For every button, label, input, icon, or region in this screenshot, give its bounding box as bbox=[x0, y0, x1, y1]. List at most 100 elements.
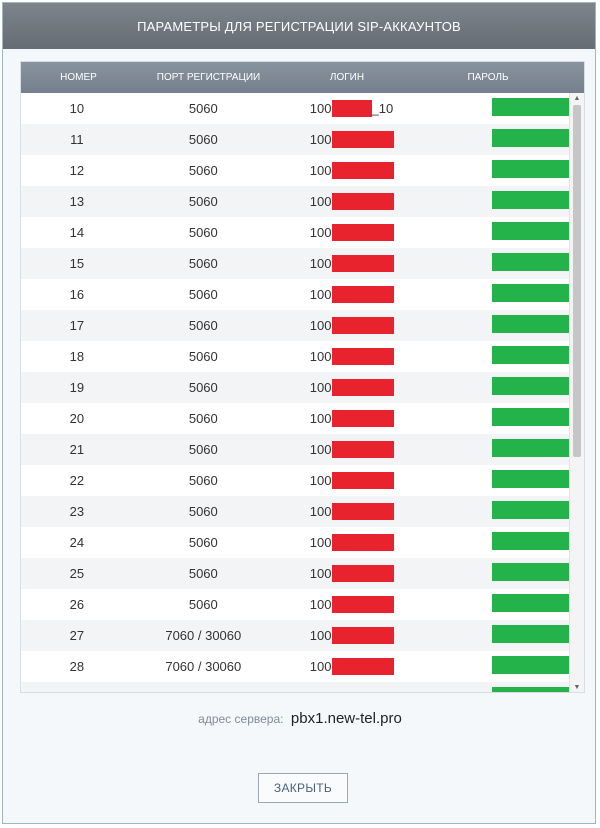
row-number: 12 bbox=[69, 163, 85, 178]
login-prefix: 100 bbox=[309, 318, 332, 333]
login-prefix: 100 bbox=[309, 163, 332, 178]
row-port: 5060 bbox=[188, 132, 218, 147]
row-port: 7060 / 30060 bbox=[165, 659, 242, 674]
row-number: 15 bbox=[69, 256, 85, 271]
login-prefix: 100 bbox=[309, 628, 332, 643]
row-password bbox=[438, 439, 584, 460]
row-password bbox=[438, 222, 584, 243]
password-redaction bbox=[492, 315, 573, 333]
row-password bbox=[438, 191, 584, 212]
login-redaction bbox=[331, 255, 394, 272]
password-redaction bbox=[492, 625, 573, 643]
password-redaction bbox=[492, 377, 573, 395]
password-redaction bbox=[492, 439, 573, 457]
row-login: 100 bbox=[274, 348, 438, 365]
row-port: 5060 bbox=[188, 225, 218, 240]
row-number: 14 bbox=[69, 225, 85, 240]
scroll-down-arrow-icon[interactable]: ▼ bbox=[573, 684, 581, 691]
row-port: 5060 bbox=[188, 163, 218, 178]
login-prefix: 100 bbox=[309, 349, 332, 364]
login-prefix: 100 bbox=[309, 659, 332, 674]
row-number: 26 bbox=[69, 597, 85, 612]
row-login: 100 bbox=[274, 286, 438, 303]
login-redaction bbox=[331, 286, 394, 303]
server-address-label: адрес сервера: bbox=[198, 712, 284, 726]
row-number: 29 bbox=[21, 690, 133, 692]
password-redaction bbox=[492, 191, 573, 209]
row-port: 5060 bbox=[188, 473, 218, 488]
table-row: 28 7060 / 30060 100 bbox=[21, 651, 584, 682]
col-login-header: ЛОГИН bbox=[329, 72, 365, 83]
table-header: НОМЕР ПОРТ РЕГИСТРАЦИИ ЛОГИН ПАРОЛЬ bbox=[21, 62, 584, 93]
login-redaction bbox=[331, 441, 394, 458]
row-login: 100 bbox=[274, 193, 438, 210]
login-prefix: 100 bbox=[309, 442, 332, 457]
table-row: 26 5060 100 bbox=[21, 589, 584, 620]
table-row: 19 5060 100 bbox=[21, 372, 584, 403]
close-button[interactable]: ЗАКРЫТЬ bbox=[258, 773, 348, 803]
password-redaction bbox=[492, 253, 573, 271]
login-prefix: 100 bbox=[309, 535, 332, 550]
table-row: 13 5060 100 bbox=[21, 186, 584, 217]
login-redaction bbox=[331, 193, 394, 210]
row-password bbox=[438, 284, 584, 305]
row-number: 13 bbox=[69, 194, 85, 209]
table-body[interactable]: 10 5060 100 _10 11 5060 100 12 5060 100 13 5060 100 1… bbox=[21, 93, 584, 692]
table-row: 23 5060 100 bbox=[21, 496, 584, 527]
row-login: 100 bbox=[274, 503, 438, 520]
login-redaction bbox=[331, 596, 394, 613]
row-password bbox=[438, 160, 584, 181]
login-prefix: 100 bbox=[309, 194, 332, 209]
row-number: 27 bbox=[69, 628, 85, 643]
table-row: 10 5060 100 _10 bbox=[21, 93, 584, 124]
row-port: 5060 bbox=[188, 287, 218, 302]
login-prefix: 100 bbox=[309, 256, 332, 271]
login-redaction bbox=[331, 534, 394, 551]
password-redaction bbox=[492, 98, 573, 116]
row-number: 20 bbox=[69, 411, 85, 426]
row-password bbox=[438, 346, 584, 367]
row-login: 100 bbox=[274, 596, 438, 613]
login-redaction bbox=[331, 224, 394, 241]
login-redaction bbox=[331, 317, 394, 334]
login-prefix: 100 bbox=[309, 101, 332, 116]
row-password bbox=[438, 408, 584, 429]
row-port: 5060 bbox=[188, 318, 218, 333]
row-login: 100 bbox=[274, 565, 438, 582]
password-redaction bbox=[492, 563, 573, 581]
vertical-scrollbar[interactable]: ▲ ▼ bbox=[569, 93, 584, 692]
row-number: 18 bbox=[69, 349, 85, 364]
table-row: 295060 1001530_29 bbox=[21, 682, 584, 692]
row-login: 100 bbox=[274, 410, 438, 427]
password-redaction bbox=[492, 222, 573, 240]
password-redaction bbox=[492, 129, 573, 147]
scrollbar-thumb[interactable] bbox=[573, 105, 581, 457]
table-row: 16 5060 100 bbox=[21, 279, 584, 310]
login-prefix: 100 bbox=[309, 473, 332, 488]
row-number: 17 bbox=[69, 318, 85, 333]
password-redaction bbox=[492, 284, 573, 302]
login-prefix: 100 bbox=[309, 225, 332, 240]
row-password bbox=[438, 377, 584, 398]
login-prefix: 100 bbox=[309, 380, 332, 395]
password-redaction bbox=[492, 532, 573, 550]
accounts-table: НОМЕР ПОРТ РЕГИСТРАЦИИ ЛОГИН ПАРОЛЬ 10 50… bbox=[20, 61, 585, 693]
server-address: адрес сервера: pbx1.new-tel.pro bbox=[3, 710, 597, 728]
row-login: 100 bbox=[274, 224, 438, 241]
row-port: 5060 bbox=[188, 349, 218, 364]
table-row: 27 7060 / 30060 100 bbox=[21, 620, 584, 651]
table-row: 12 5060 100 bbox=[21, 155, 584, 186]
login-prefix: 100 bbox=[309, 504, 332, 519]
row-port: 5060 bbox=[133, 690, 274, 692]
password-redaction bbox=[492, 501, 573, 519]
login-prefix: 100 bbox=[309, 597, 332, 612]
row-password bbox=[438, 563, 584, 584]
login-prefix: 1001530_29 bbox=[310, 690, 382, 692]
row-login: 100 bbox=[274, 379, 438, 396]
row-port: 5060 bbox=[188, 504, 218, 519]
password-redaction bbox=[492, 408, 573, 426]
row-number: 25 bbox=[69, 566, 85, 581]
scroll-up-arrow-icon[interactable]: ▲ bbox=[573, 95, 581, 102]
row-number: 10 bbox=[69, 101, 85, 116]
